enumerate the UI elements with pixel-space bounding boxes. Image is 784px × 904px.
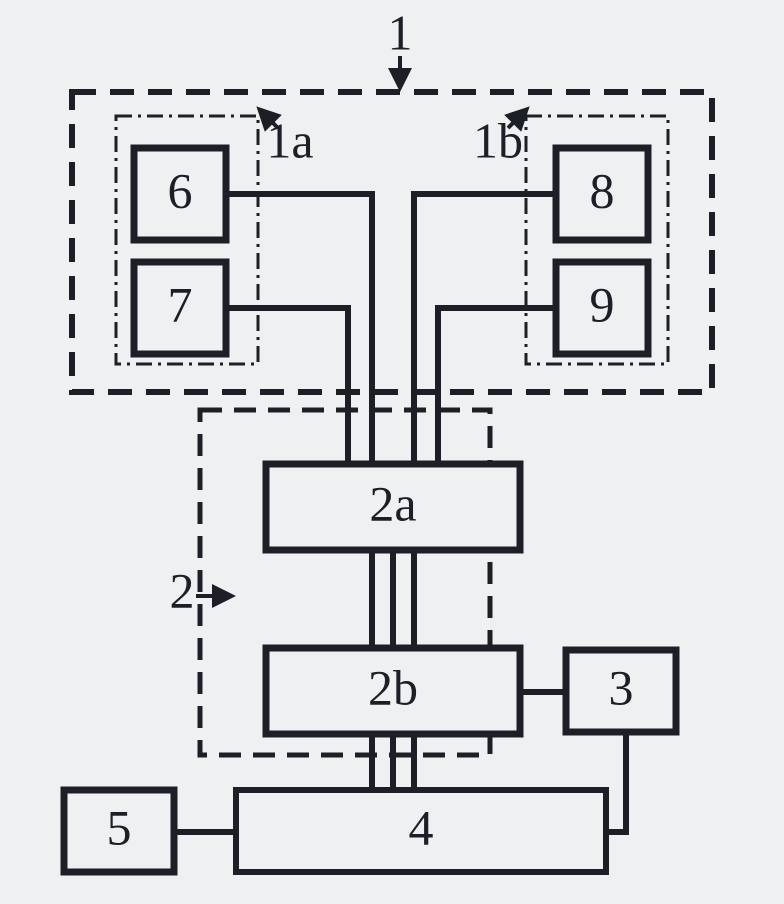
node-8-label: 8	[590, 162, 615, 218]
node-5-label: 5	[107, 799, 132, 855]
node-2a-label: 2a	[369, 475, 416, 531]
label-2: 2	[170, 562, 195, 618]
node-7-label: 7	[168, 276, 193, 332]
connector-9_out	[438, 308, 556, 464]
node-4-label: 4	[409, 799, 434, 855]
connector-7_out	[226, 308, 348, 464]
label-1: 1	[388, 4, 413, 60]
node-3-label: 3	[609, 659, 634, 715]
node-6-label: 6	[168, 162, 193, 218]
node-9-label: 9	[590, 276, 615, 332]
node-2b-label: 2b	[368, 659, 418, 715]
